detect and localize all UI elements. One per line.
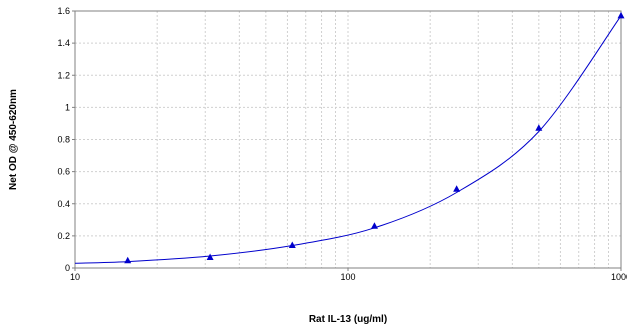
y-tick-label: 1.2 — [57, 70, 70, 80]
data-point-marker — [124, 256, 132, 264]
x-tick-label: 10 — [70, 272, 80, 282]
x-tick-label: 100 — [340, 272, 355, 282]
y-tick-label: 0.8 — [57, 135, 70, 145]
data-point-marker — [206, 253, 214, 261]
y-tick-label: 1.6 — [57, 6, 70, 16]
data-point-marker — [370, 222, 378, 229]
data-point-marker — [453, 185, 461, 192]
data-point-marker — [617, 11, 625, 19]
y-tick-label: 1.4 — [57, 38, 70, 48]
data-point-marker — [288, 241, 296, 249]
y-axis-ticks: 0 0.2 0.4 0.6 0.8 1 1.2 1.4 1.6 — [57, 6, 75, 273]
x-tick-label: 1000 — [611, 272, 627, 282]
grid — [74, 10, 621, 269]
y-tick-label: 0 — [65, 263, 70, 273]
data-point-marker — [535, 124, 543, 131]
y-tick-label: 0.6 — [57, 167, 70, 177]
y-tick-label: 0.4 — [57, 199, 70, 209]
y-tick-label: 1 — [65, 102, 70, 112]
data-markers — [124, 11, 625, 264]
y-axis-title: Net OD @ 450-620nm — [8, 89, 19, 190]
x-axis-title: Rat IL-13 (ug/ml) — [309, 314, 387, 325]
y-tick-label: 0.2 — [57, 231, 70, 241]
fit-curve — [74, 15, 622, 264]
x-axis-ticks: 10 100 1000 — [70, 268, 627, 282]
